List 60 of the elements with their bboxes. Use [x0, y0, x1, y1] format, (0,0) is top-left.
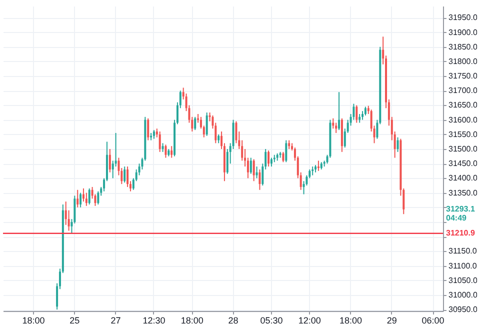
x-tick-label: 27: [110, 316, 121, 326]
y-tick-label: 31000.0: [448, 290, 478, 300]
y-tick-label: 31750.0: [448, 72, 478, 81]
x-tick-label: 25: [70, 316, 80, 326]
candlestick: [268, 150, 270, 168]
text: 31293.1: [446, 204, 476, 214]
candlestick: [80, 192, 82, 208]
text: 04:49: [446, 213, 468, 222]
y-tick-label: 31450.0: [448, 159, 478, 168]
candlestick: [250, 157, 252, 174]
candlestick: [285, 140, 288, 163]
y-tick-label: 31650.0: [448, 100, 478, 110]
candlestick: [158, 131, 161, 152]
y-tick-label: 31050.0: [448, 276, 478, 285]
candlestick: [317, 160, 320, 172]
candlestick: [356, 104, 358, 124]
y-tick-label: 31400.0: [448, 174, 478, 183]
candlestick: [252, 158, 255, 182]
y-tick-label: 31700.0: [448, 86, 478, 96]
y-tick-label: 31100.0: [448, 261, 478, 270]
candlestick: [124, 166, 126, 184]
candlestick: [332, 118, 334, 130]
candlestick: [76, 189, 79, 208]
y-tick-label: 31800.0: [448, 56, 478, 66]
candlestick: [258, 168, 261, 190]
x-tick-label: 06:00: [422, 316, 444, 326]
candlestick: [108, 148, 111, 173]
y-tick-label: 31900.0: [448, 28, 478, 37]
candlestick: [82, 188, 84, 202]
candlestick: [126, 166, 129, 188]
candlestick: [206, 112, 208, 136]
x-tick-label: 12:30: [142, 316, 166, 326]
candlestick: [170, 146, 173, 158]
candlestick: [88, 188, 90, 205]
candlestick: [164, 144, 167, 158]
x-tick-label: 05:30: [260, 316, 283, 326]
y-tick-label: 31950.0: [448, 13, 478, 22]
candlestick: [194, 116, 196, 131]
candlestick: [282, 151, 284, 163]
x-tick-label: 18:00: [180, 316, 204, 326]
y-tick-label: 30950.0: [448, 305, 478, 314]
y-tick-label: 31600.0: [448, 115, 478, 124]
candlestick: [338, 92, 340, 131]
candlestick: [256, 166, 258, 179]
candlestick: [85, 192, 88, 206]
candlestick: [396, 136, 399, 152]
candlestick: [147, 118, 150, 141]
candlestick: [335, 122, 338, 134]
x-tick-label: 29: [386, 316, 397, 326]
y-tick-label: 31550.0: [448, 130, 478, 139]
ref-line-label: 31210.9: [446, 228, 476, 238]
y-tick-label: 31150.0: [448, 246, 478, 256]
x-tick-label: 28: [228, 316, 238, 326]
candlestick: [97, 190, 100, 205]
x-tick-label: 18:00: [22, 316, 45, 326]
x-tick-label: 12:00: [298, 316, 321, 326]
y-tick-label: 31850.0: [448, 42, 478, 52]
x-tick-label: 18:00: [340, 316, 362, 326]
y-tick-label: 31500.0: [448, 144, 478, 154]
y-tick-label: 31350.0: [448, 188, 478, 198]
